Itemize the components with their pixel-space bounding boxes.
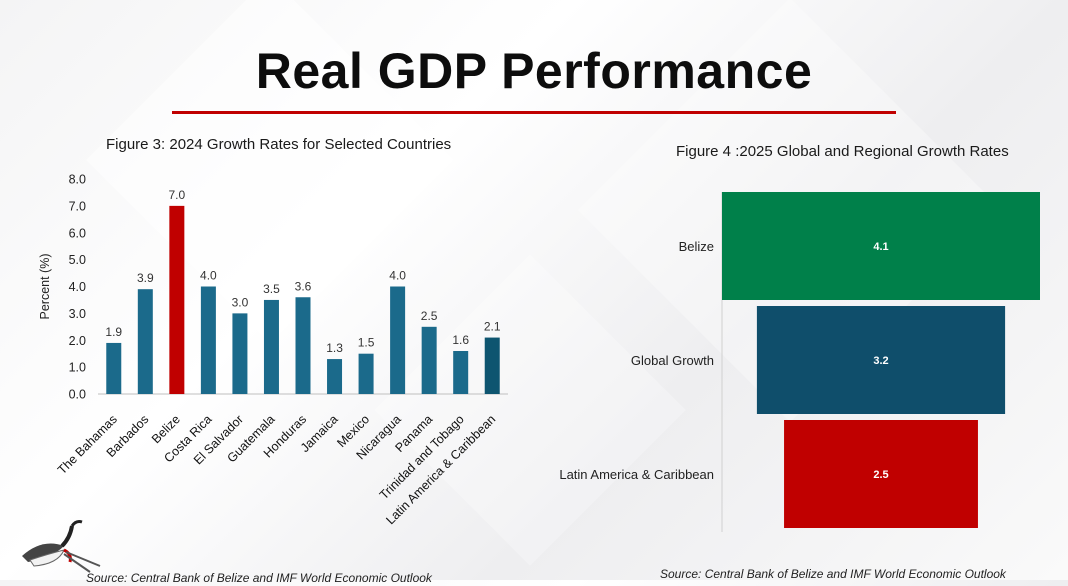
bar-value-label: 1.9	[105, 325, 122, 339]
bar-value-label: 4.0	[389, 269, 406, 283]
bar-value-label: 2.1	[484, 320, 501, 334]
y-tick-label: 1.0	[69, 361, 86, 375]
bar-value-label: 3.0	[232, 295, 249, 309]
bar-value-label: 4.0	[200, 269, 217, 283]
funnel-bar	[784, 420, 978, 528]
bar	[327, 359, 343, 394]
bar	[484, 337, 500, 394]
jabiru-bird-icon	[22, 520, 101, 573]
bar-value-label: 3.6	[295, 279, 312, 293]
bar-value-label: 1.6	[452, 333, 469, 347]
y-tick-label: 8.0	[69, 173, 86, 187]
bar-value-label: 3.9	[137, 271, 154, 285]
bar-value-label: 2.5	[421, 309, 438, 323]
y-tick-label: 2.0	[69, 334, 86, 348]
bar-value-label: 2.5	[873, 469, 888, 481]
bar-value-label: 7.0	[169, 188, 186, 202]
y-tick-label: 4.0	[69, 280, 86, 294]
bar-value-label: 1.5	[358, 336, 375, 350]
bar	[169, 205, 185, 394]
y-tick-label: 0.0	[69, 388, 86, 402]
source-note-left: Source: Central Bank of Belize and IMF W…	[86, 571, 432, 585]
bar-value-label: 3.5	[263, 282, 280, 296]
y-tick-label: 7.0	[69, 199, 86, 213]
bar	[421, 326, 437, 394]
bar-value-label: 3.2	[873, 355, 888, 367]
y-axis-label: Percent (%)	[38, 254, 52, 320]
slide-title: Real GDP Performance	[255, 43, 813, 99]
y-tick-label: 6.0	[69, 226, 86, 240]
bar	[106, 342, 122, 394]
bar	[453, 351, 469, 394]
bar	[390, 286, 406, 394]
y-tick-label: 3.0	[69, 307, 86, 321]
bar	[263, 299, 279, 394]
bar	[200, 286, 216, 394]
figure-3-title: Figure 3: 2024 Growth Rates for Selected…	[106, 136, 452, 153]
category-label: Global Growth	[631, 353, 714, 368]
category-label: Latin America & Caribbean	[559, 467, 714, 482]
title-underline	[172, 111, 896, 114]
bar	[232, 313, 248, 394]
bar	[295, 297, 311, 394]
figure-4-title: Figure 4 :2025 Global and Regional Growt…	[676, 143, 1009, 160]
funnel-bar	[722, 192, 1040, 300]
bar	[358, 353, 374, 394]
funnel-bar	[756, 306, 1006, 414]
source-note-right: Source: Central Bank of Belize and IMF W…	[660, 567, 1006, 581]
bar	[137, 289, 153, 394]
y-tick-label: 5.0	[69, 253, 86, 267]
bar-value-label: 4.1	[873, 241, 888, 253]
category-label: Belize	[679, 239, 714, 254]
bar-value-label: 1.3	[326, 341, 343, 355]
